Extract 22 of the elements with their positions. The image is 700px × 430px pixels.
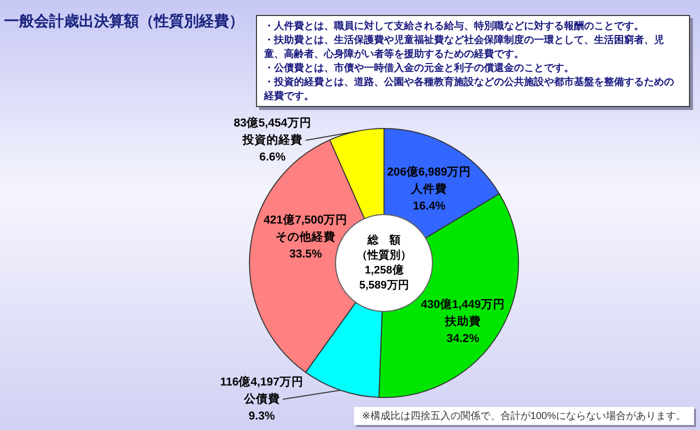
slice-label: 投資的経費: [242, 132, 303, 147]
slice-label: その他経費: [276, 230, 336, 244]
data-label: 33.5%: [289, 248, 322, 261]
chart-title: 一般会計歳出決算額（性質別経費）: [4, 12, 244, 30]
data-label: 34.2%: [446, 333, 480, 346]
slice-label: 公債費: [242, 391, 280, 406]
text: 206億6,989万円: [387, 166, 472, 178]
text: 430億1,449万円: [420, 299, 505, 312]
slice-label: 人件費: [410, 181, 448, 196]
slice-label: 扶助費: [444, 314, 481, 328]
text: 83億5,454万円: [234, 118, 312, 130]
text: ・公債費とは、市債や一時借入金の元金と利子の償還金のことです。: [264, 62, 574, 74]
data-label: 16.4%: [412, 200, 446, 212]
text: ※構成比は四捨五入の関係で、合計が100%にならない場合があります。: [362, 410, 686, 422]
text: ・投資的経費とは、道路、公園や各種教育施設などの公共施設や都市基盤を整備するための経費です。: [263, 76, 674, 102]
text: ・人件費とは、職員に対して支給される給与、特別職などに対する報酬のことです。: [264, 20, 644, 32]
data-label: 9.3%: [248, 410, 275, 422]
data-label: 6.6%: [259, 152, 286, 164]
text: ・扶助費とは、生活保護費や児童福祉費など社会保障制度の一環として、生活困窮者、児童、高齢者、心身障がい者等を援助するための経費です。: [263, 34, 664, 60]
text: 総 額（性質別）1,258億5,589万円: [356, 234, 412, 292]
text: 421億7,500万円: [264, 214, 348, 227]
text: 116億4,197万円: [220, 376, 304, 388]
